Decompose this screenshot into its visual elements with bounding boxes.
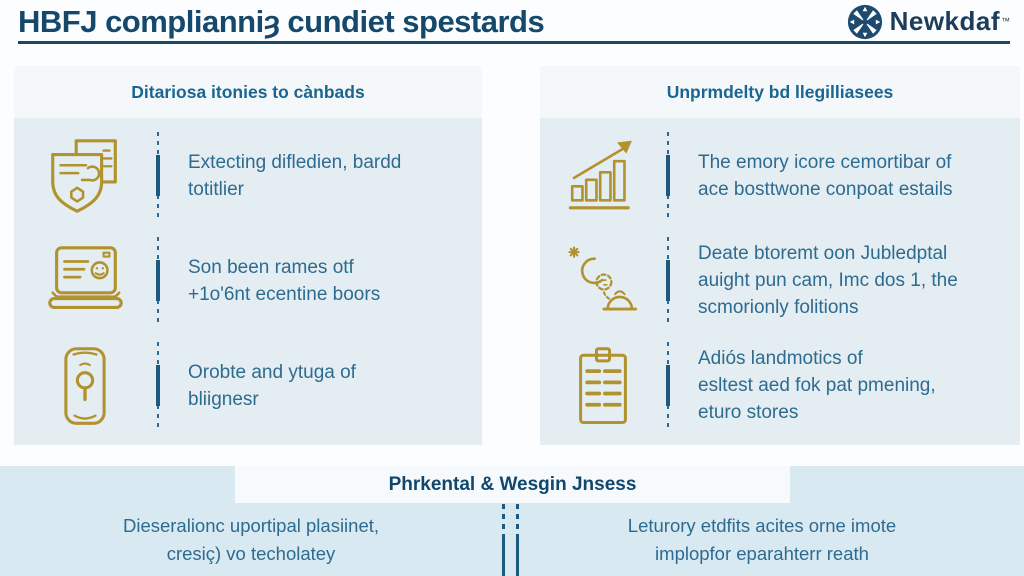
footer-left-text: Dieseralionc uportipal plasiinet, cresiç…: [122, 515, 380, 564]
right-panel: Unprmdelty bd llegilliasees The em: [540, 66, 1020, 445]
phone-lock-icon: [64, 346, 106, 425]
growth-chart-icon: [568, 140, 632, 209]
list-item: Adiós landmotics of esltest aed fok pat …: [540, 334, 1020, 439]
icon-cell: [540, 135, 666, 219]
footer-title: Phrkental & Wesgin Jnsess: [388, 473, 637, 495]
item-text: Adiós landmotics of esltest aed fok pat …: [698, 348, 936, 423]
list-item: Extecting difledien, bardd totitlier: [14, 124, 482, 229]
separator: [156, 342, 160, 431]
left-panel-header: Ditariosa itonies to cànbads: [14, 66, 482, 118]
compass-logo-icon: [847, 4, 882, 39]
right-panel-title: Unprmdelty bd llegilliasees: [666, 81, 894, 102]
separator: [666, 132, 670, 221]
left-panel-body: Extecting difledien, bardd totitlier: [14, 118, 482, 445]
shield-document-icon: [51, 138, 117, 213]
list-item: Son been rames otf +1o'6nt ecentine boor…: [14, 229, 482, 334]
brand-name: Newkdaf™: [890, 6, 1010, 37]
separator: [156, 132, 160, 221]
alarm-spark-icon: [568, 245, 638, 310]
brand-logo: Newkdaf™: [847, 2, 1010, 40]
left-panel-title: Ditariosa itonies to cànbads: [131, 81, 365, 102]
icon-cell: [14, 344, 156, 430]
footer-title-band: Phrkental & Wesgin Jnsess: [235, 466, 790, 503]
brand-name-text: Newkdaf: [889, 6, 1000, 36]
item-text: Orobte and ytuga of bliignesr: [188, 361, 356, 410]
footer-right-text: Leturory etdfits acites orne imote implo…: [627, 515, 897, 564]
list-item: Orobte and ytuga of bliignesr: [14, 334, 482, 439]
trademark-symbol: ™: [1001, 15, 1010, 26]
footer-divider-line: [516, 504, 519, 576]
footer-section: Phrkental & Wesgin Jnsess Dieseralionc u…: [0, 466, 1024, 576]
item-text: Extecting difledien, bardd totitlier: [188, 151, 402, 200]
list-item: Deate btoremt oon Jubledptal auight pun …: [540, 229, 1020, 334]
list-item: The emory icore cemortibar of ace bosttw…: [540, 124, 1020, 229]
separator: [666, 342, 670, 431]
icon-cell: [540, 240, 666, 324]
icon-cell: [14, 133, 156, 221]
laptop-id-icon: [48, 245, 123, 309]
separator: [156, 237, 160, 326]
icon-cell: [14, 238, 156, 326]
page-title: HBFJ complianniȝ cundiet spestards: [18, 3, 545, 39]
right-panel-header: Unprmdelty bd llegilliasees: [540, 66, 1020, 118]
separator: [666, 237, 670, 326]
item-text: Son been rames otf +1o'6nt ecentine boor…: [188, 256, 381, 305]
item-text: The emory icore cemortibar of ace bosttw…: [698, 151, 953, 200]
header: HBFJ complianniȝ cundiet spestards Newkd…: [18, 0, 1010, 44]
item-text: Deate btoremt oon Jubledptal auight pun …: [698, 243, 958, 318]
icon-cell: [540, 345, 666, 429]
left-panel: Ditariosa itonies to cànbads Extecting d…: [14, 66, 482, 445]
footer-divider-line: [502, 504, 505, 576]
clipboard-checklist-icon: [579, 346, 627, 424]
right-panel-body: The emory icore cemortibar of ace bosttw…: [540, 118, 1020, 445]
